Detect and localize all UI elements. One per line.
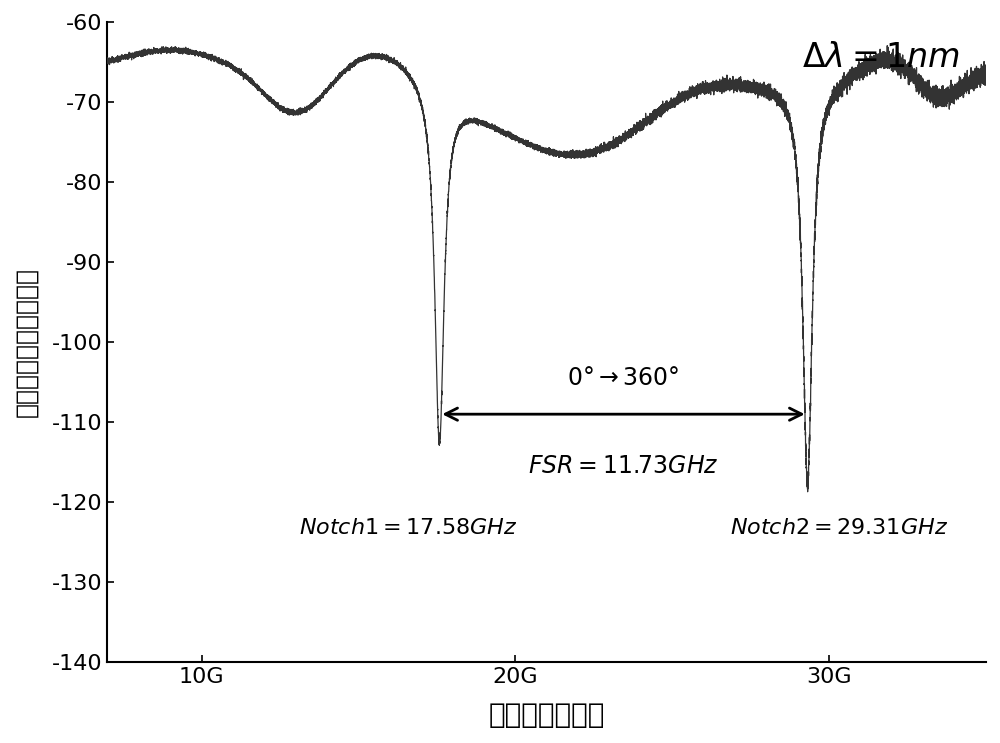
X-axis label: 频率（千兆赫）: 频率（千兆赫） <box>489 701 605 729</box>
Text: $0° \rightarrow 360°$: $0° \rightarrow 360°$ <box>567 366 680 390</box>
Y-axis label: 射频信号功率（分贝）: 射频信号功率（分贝） <box>14 267 38 417</box>
Text: $Notch2 = 29.31GHz$: $Notch2 = 29.31GHz$ <box>730 519 948 538</box>
Text: $Notch1 = 17.58GHz$: $Notch1 = 17.58GHz$ <box>299 519 517 538</box>
Text: $\Delta\lambda = 1nm$: $\Delta\lambda = 1nm$ <box>802 41 960 74</box>
Text: $FSR = 11.73GHz$: $FSR = 11.73GHz$ <box>528 454 719 478</box>
